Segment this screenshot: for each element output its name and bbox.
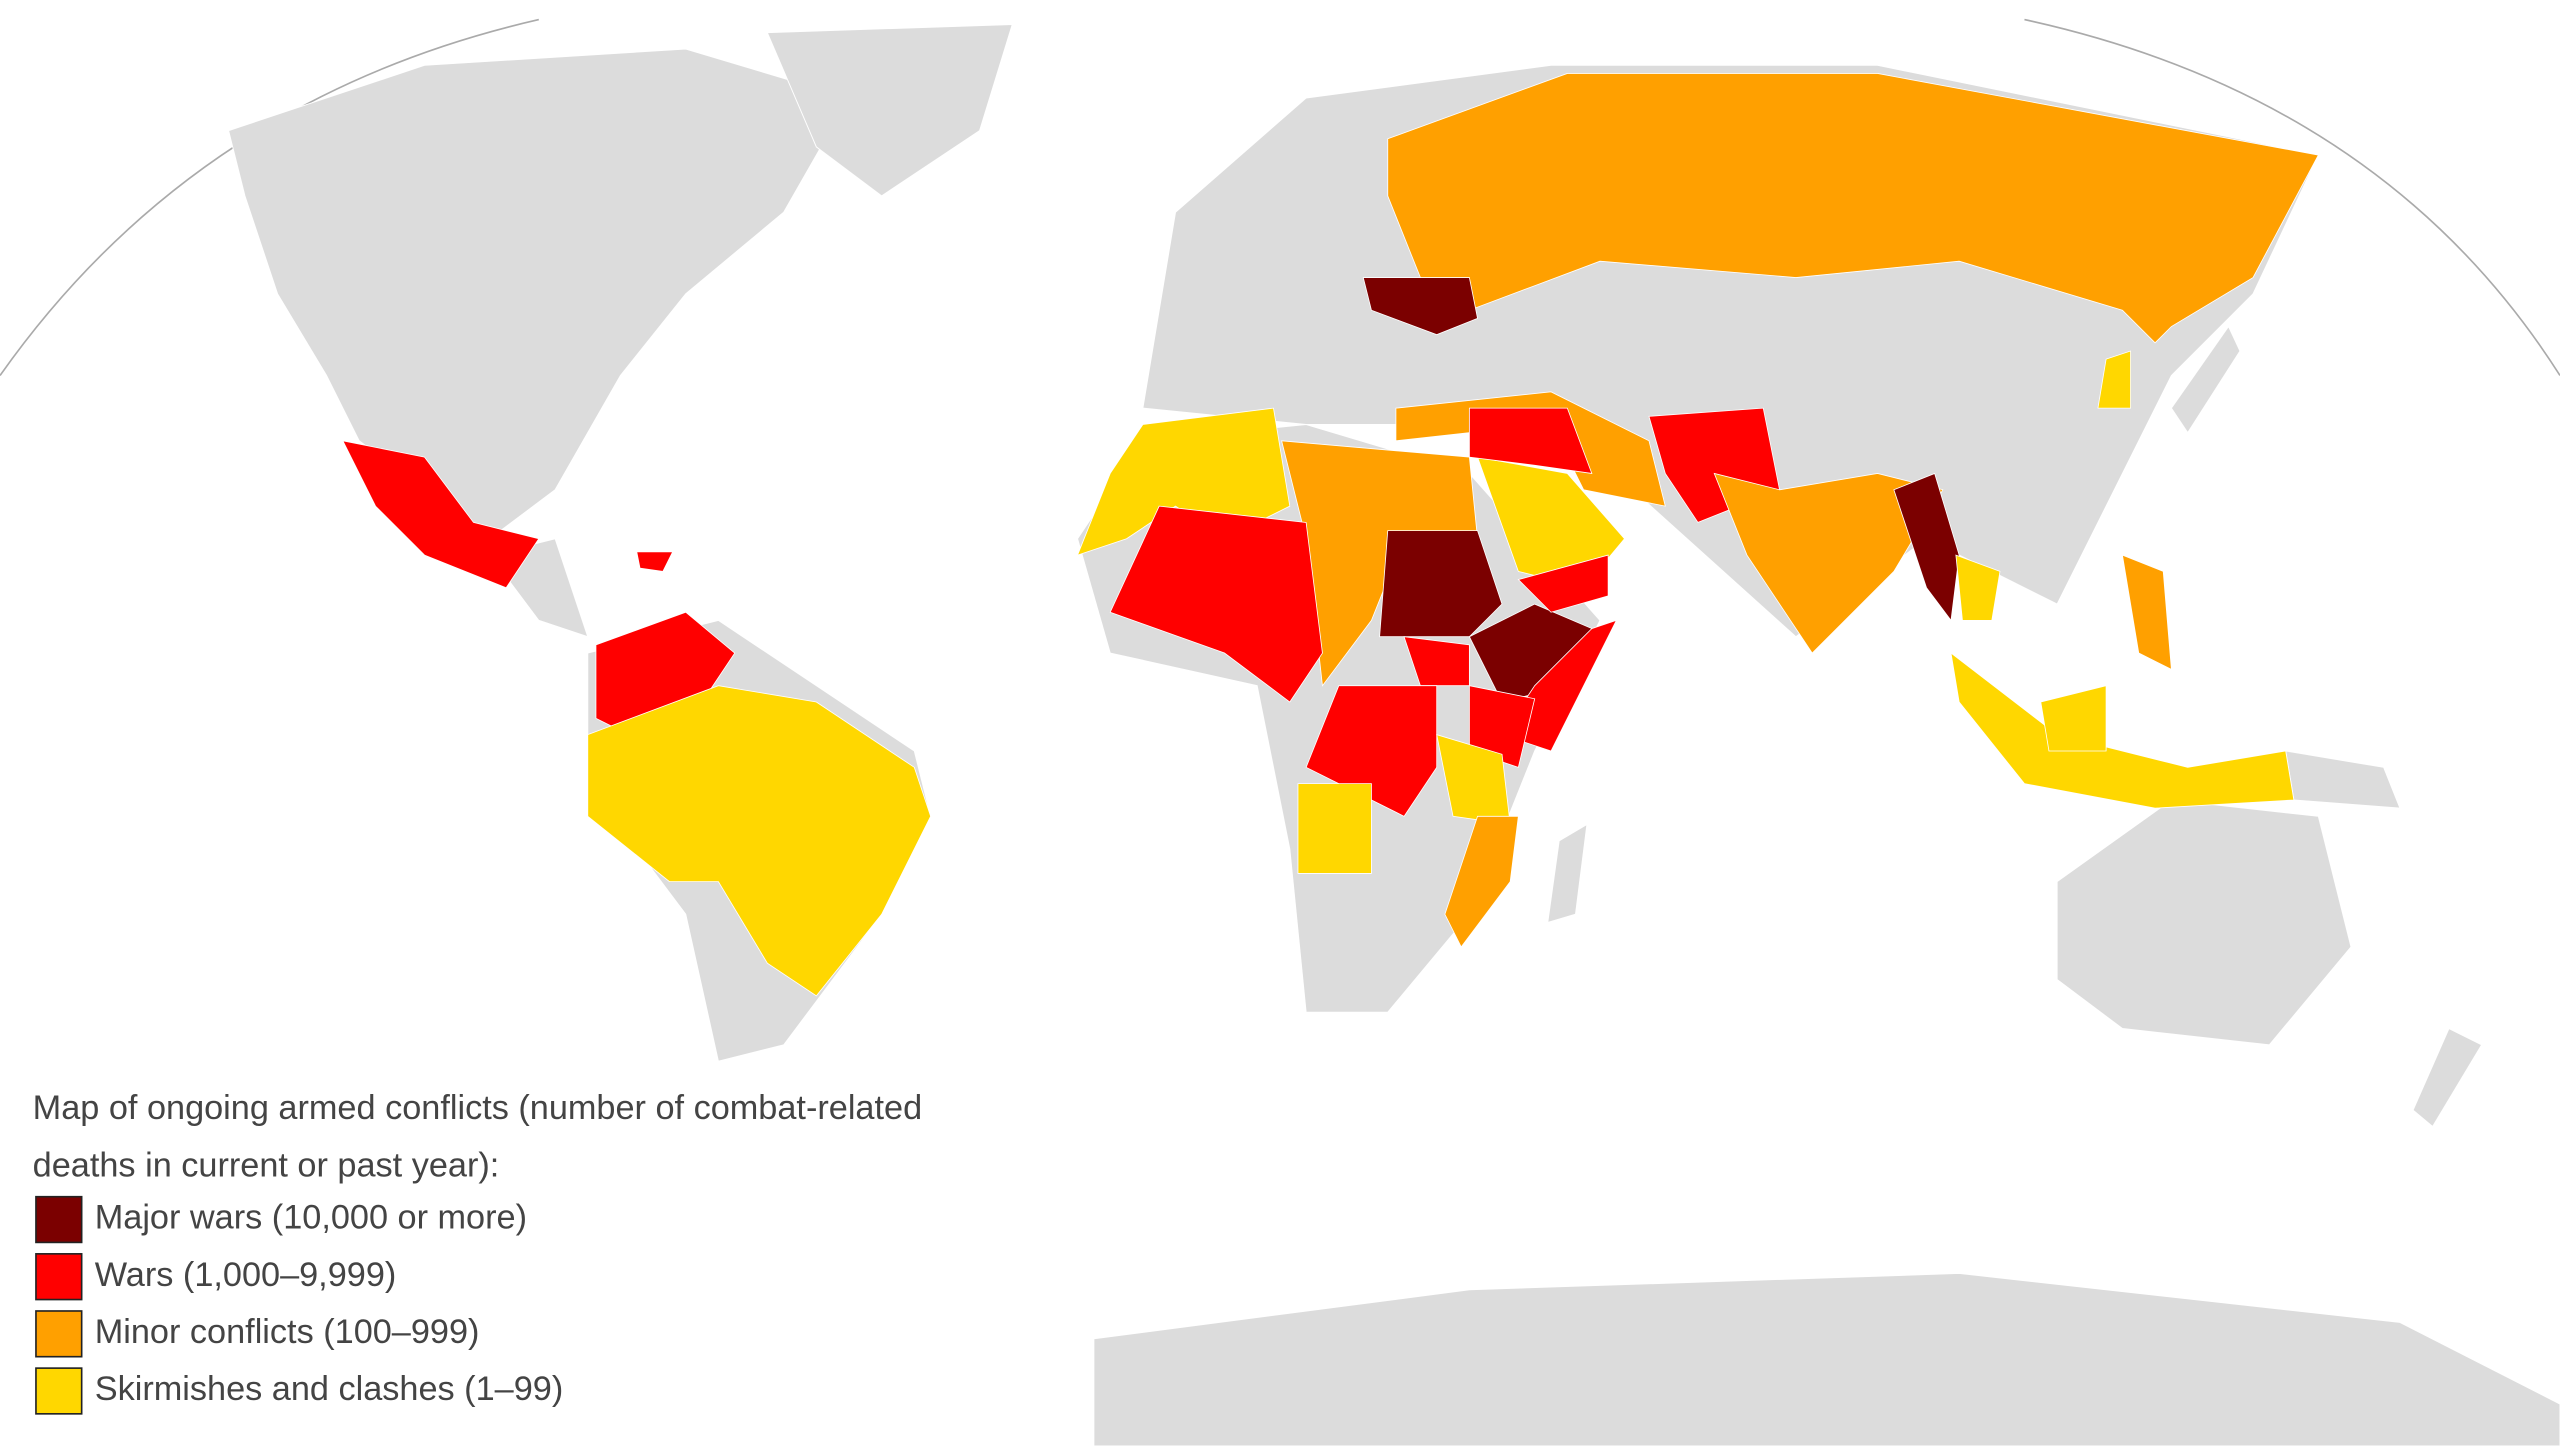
- legend-label: Minor conflicts (100–999): [95, 1313, 480, 1351]
- australia: [2056, 799, 2352, 1046]
- legend-label: Skirmishes and clashes (1–99): [95, 1370, 564, 1408]
- conflict-regions: [342, 73, 2319, 997]
- myanmar: [1893, 472, 1960, 622]
- indonesia: [1950, 652, 2295, 809]
- legend-swatch: [35, 1310, 83, 1358]
- turkey-iran: [1395, 391, 1666, 507]
- borneo: [2040, 685, 2107, 752]
- sudan: [1379, 530, 1503, 638]
- legend-title: Map of ongoing armed conflicts (number o…: [33, 1089, 922, 1127]
- legend-swatch: [35, 1367, 83, 1415]
- new-zealand: [2412, 1027, 2483, 1128]
- legend-label: Major wars (10,000 or more): [95, 1199, 527, 1237]
- south-america-clashes: [587, 685, 932, 997]
- frame-edge: [2024, 18, 2560, 376]
- legend-label: Wars (1,000–9,999): [95, 1256, 397, 1294]
- new-guinea: [2285, 750, 2401, 809]
- haiti: [636, 551, 674, 572]
- yemen: [1517, 554, 1609, 613]
- legend-swatch: [35, 1253, 83, 1301]
- legend: Map of ongoing armed conflicts (number o…: [33, 1089, 922, 1415]
- madagascar: [1547, 823, 1588, 924]
- japan: [2170, 325, 2241, 434]
- legend-swatch: [35, 1195, 83, 1244]
- antarctica: [1093, 1272, 2560, 1446]
- north-america: [228, 48, 850, 540]
- greenland: [766, 23, 1013, 197]
- thailand: [1955, 554, 2001, 621]
- philippines: [2121, 554, 2172, 671]
- angola: [1297, 783, 1372, 874]
- mexico: [342, 440, 540, 589]
- legend-title: deaths in current or past year):: [33, 1146, 500, 1184]
- west-africa: [1109, 505, 1323, 703]
- ukraine: [1362, 277, 1479, 336]
- somalia: [1501, 619, 1618, 752]
- syria-iraq: [1468, 407, 1593, 474]
- kenya: [1468, 685, 1536, 768]
- mozambique: [1444, 815, 1519, 948]
- north-korea: [2097, 350, 2131, 409]
